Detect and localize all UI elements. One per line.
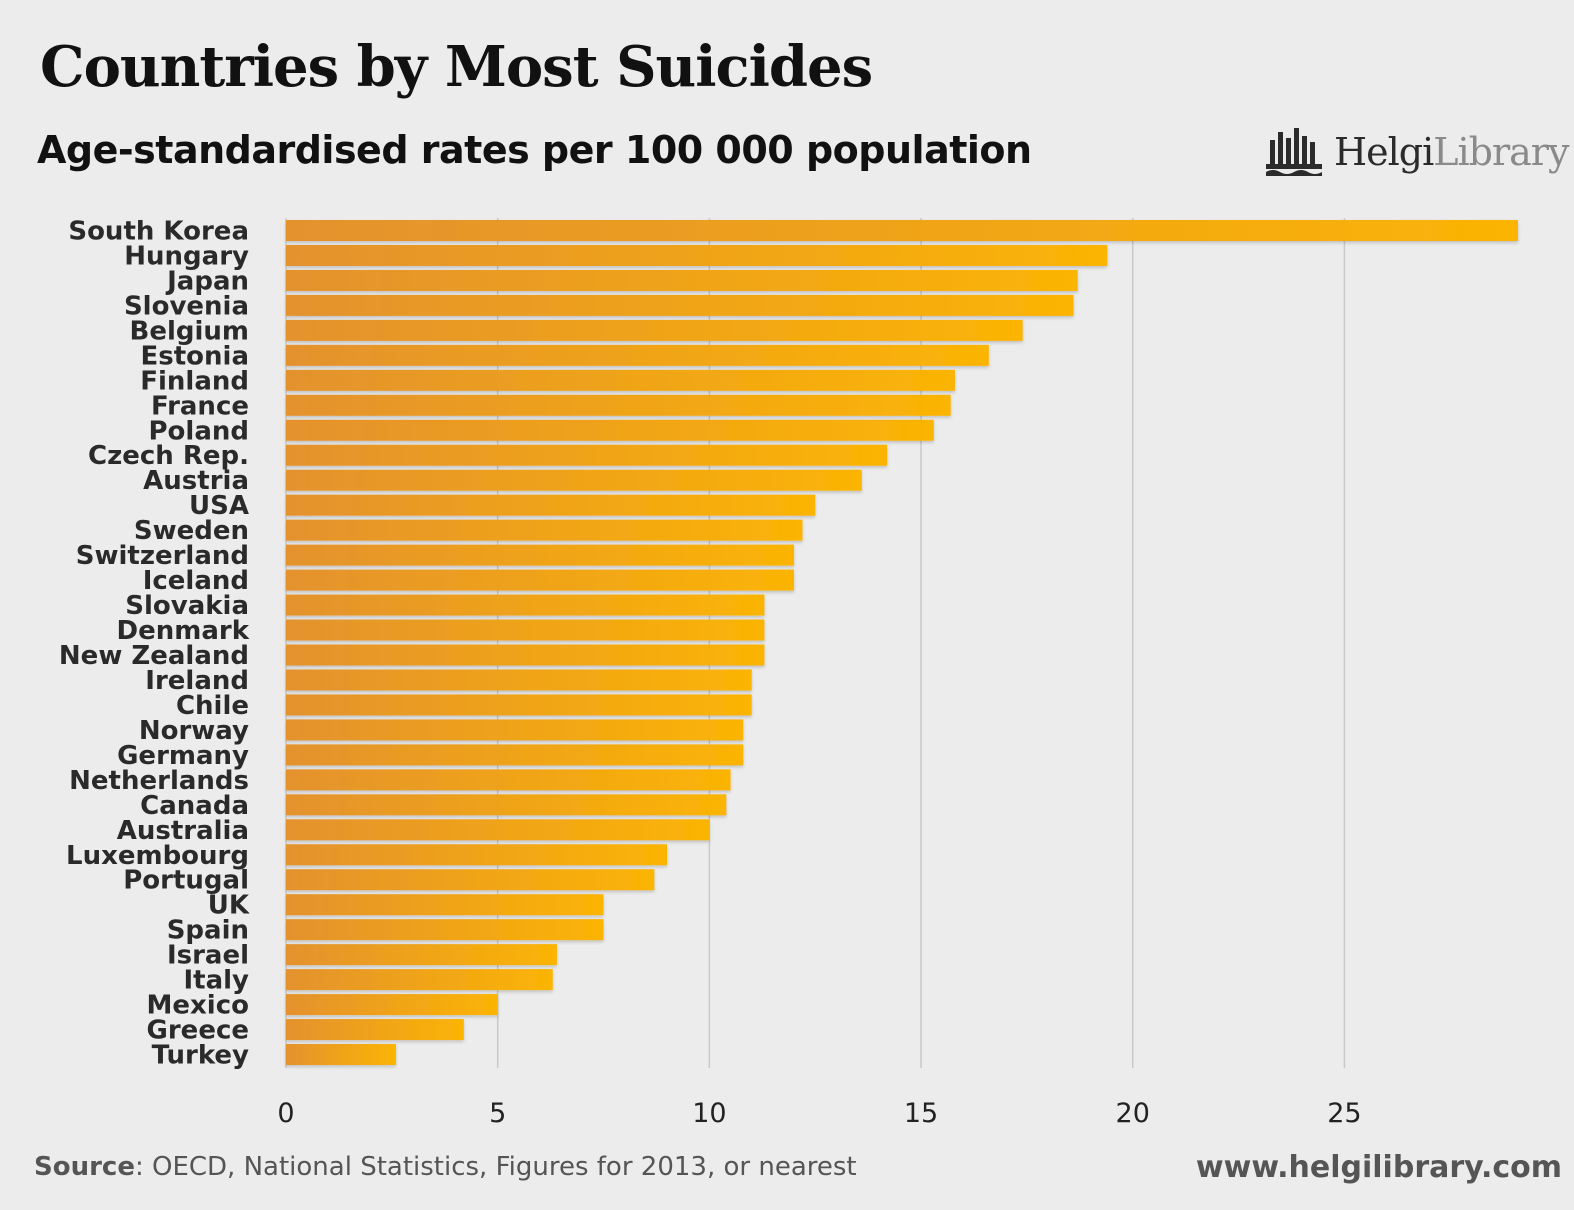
category-label: France [151,391,249,421]
category-label: Turkey [152,1041,249,1071]
bar-poland [286,419,934,441]
bar-belgium [286,319,1023,341]
category-label: Slovakia [125,591,249,621]
category-label: Austria [143,466,249,496]
bar-japan [286,269,1078,291]
category-label: Sweden [134,516,249,546]
bar-estonia [286,344,989,366]
category-label: Netherlands [69,766,249,796]
bar-hungary [286,244,1108,266]
logo-text-helgi: Helgi [1334,130,1434,174]
bar-greece [286,1019,464,1041]
category-label: Israel [167,941,249,971]
category-label: Portugal [123,866,249,896]
bar-slovenia [286,294,1074,316]
source-text: : OECD, National Statistics, Figures for… [134,1152,857,1182]
category-label: Norway [139,716,249,746]
bar-israel [286,944,557,966]
bar-france [286,394,951,416]
bar-austria [286,469,862,491]
category-label: UK [208,891,250,921]
website-url[interactable]: www.helgilibrary.com [1195,1150,1562,1185]
bar-netherlands [286,769,731,791]
bar-czech-rep [286,444,888,466]
bar-usa [286,494,816,516]
category-label: Greece [147,1016,249,1046]
bar-iceland [286,569,795,591]
helgi-library-logo: HelgiLibrary [1266,124,1569,180]
logo-text: HelgiLibrary [1334,130,1569,174]
category-label: Iceland [143,566,249,596]
category-label: South Korea [68,217,249,247]
bar-turkey [286,1044,397,1066]
source-label: Source [34,1152,135,1182]
bar-chart: South KoreaHungaryJapanSloveniaBelgiumEs… [59,217,1518,1129]
category-label: Ireland [145,666,249,696]
category-label: Belgium [130,316,250,346]
category-label: Spain [167,916,249,946]
bar-chile [286,694,752,716]
category-label: Estonia [141,341,250,371]
category-label: Germany [117,741,249,771]
bar-uk [286,894,604,916]
bar-sweden [286,519,803,541]
category-label: Poland [149,416,250,446]
category-label: Finland [140,366,249,396]
category-label: Czech Rep. [88,441,249,471]
category-label: Denmark [117,616,250,646]
bar-germany [286,744,744,766]
category-label: USA [189,491,249,521]
bars [286,220,1518,1066]
category-label: Italy [183,966,249,996]
category-label: Canada [140,791,249,821]
bar-spain [286,919,604,941]
x-tick-label: 10 [692,1098,726,1129]
bar-switzerland [286,544,795,566]
bar-portugal [286,869,655,891]
x-tick-label: 15 [904,1098,938,1129]
category-label: Japan [165,266,249,296]
x-tick-label: 25 [1327,1098,1361,1129]
category-label: Switzerland [76,541,249,571]
category-label: Australia [117,816,249,846]
category-label: New Zealand [59,641,249,671]
category-label: Mexico [147,991,249,1021]
category-label: Chile [176,691,249,721]
bar-finland [286,369,955,391]
x-tick-label: 0 [277,1098,294,1129]
x-axis-ticks: 0 5 10 15 20 25 [277,1098,1361,1129]
bar-ireland [286,669,752,691]
bar-norway [286,719,744,741]
bar-luxembourg [286,844,668,866]
bar-canada [286,794,727,816]
x-tick-label: 5 [489,1098,506,1129]
category-label: Luxembourg [66,841,249,871]
bar-italy [286,969,553,991]
bar-denmark [286,619,765,641]
category-label: Slovenia [124,291,249,321]
bar-australia [286,819,710,841]
x-tick-label: 20 [1116,1098,1150,1129]
chart-subtitle: Age-standardised rates per 100 000 popul… [37,128,1032,172]
bar-slovakia [286,594,765,616]
category-labels: South KoreaHungaryJapanSloveniaBelgiumEs… [59,217,250,1071]
logo-text-library: Library [1433,130,1569,174]
bar-south-korea [286,220,1518,241]
skyline-logo-icon [1266,128,1322,176]
category-label: Hungary [124,241,249,271]
bar-new-zealand [286,644,765,666]
chart-title: Countries by Most Suicides [40,34,873,100]
source-note: Source: OECD, National Statistics, Figur… [34,1152,857,1182]
bar-mexico [286,994,498,1016]
